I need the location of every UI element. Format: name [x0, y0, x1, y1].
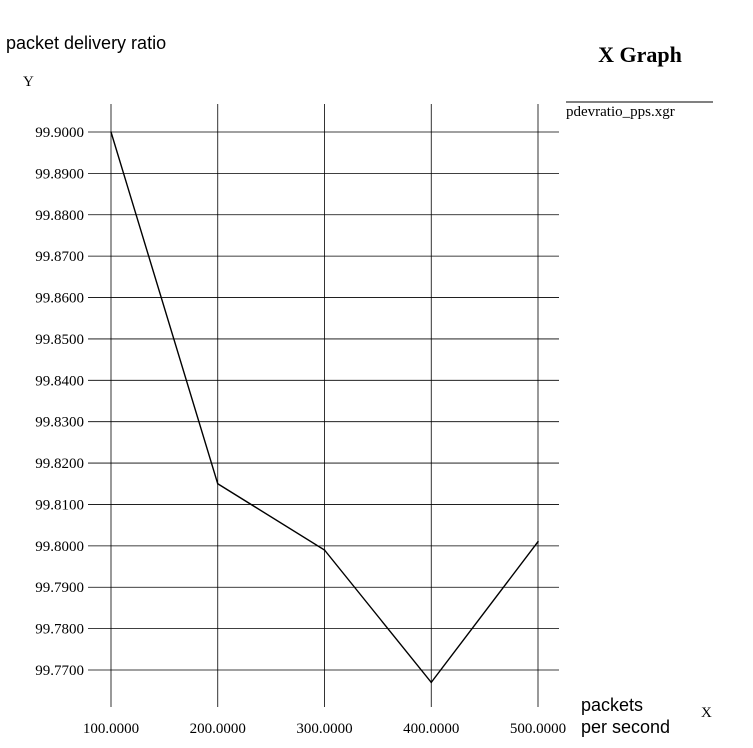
chart-title: X Graph	[598, 42, 682, 67]
x-tick-label: 400.0000	[403, 721, 459, 737]
y-tick-label: 99.7800	[35, 622, 84, 638]
y-tick-label: 99.8100	[35, 497, 84, 513]
y-tick-label: 99.8000	[35, 539, 84, 555]
y-axis-letter: Y	[23, 74, 34, 90]
y-tick-label: 99.8700	[35, 249, 84, 265]
y-tick-label: 99.7700	[35, 663, 84, 679]
x-tick-label: 500.0000	[510, 721, 566, 737]
data-point	[430, 681, 433, 684]
y-tick-label: 99.7900	[35, 580, 84, 596]
y-tick-label: 99.9000	[35, 125, 84, 141]
x-axis-label-line2: per second	[581, 717, 670, 737]
x-tick-label: 300.0000	[296, 721, 352, 737]
data-point	[537, 540, 539, 543]
y-tick-label: 99.8600	[35, 291, 84, 307]
y-tick-label: 99.8500	[35, 332, 84, 348]
x-tick-label: 100.0000	[83, 721, 139, 737]
legend-entry: pdevratio_pps.xgr	[566, 104, 675, 120]
data-point	[216, 482, 219, 485]
data-point	[323, 549, 326, 551]
x-axis-label-line1: packets	[581, 695, 643, 715]
y-tick-label: 99.8800	[35, 208, 84, 224]
grid	[88, 104, 559, 707]
y-tick-label: 99.8400	[35, 373, 84, 389]
y-tick-labels: 99.9000 99.8900 99.8800 99.8700 99.8600 99.85…	[35, 125, 84, 679]
y-tick-label: 99.8300	[35, 415, 84, 431]
y-tick-label: 99.8200	[35, 456, 84, 472]
x-axis-letter: X	[701, 705, 712, 721]
y-tick-label: 99.8900	[35, 166, 84, 182]
series-layer	[110, 131, 539, 684]
x-tick-labels: 100.0000 200.0000 300.0000 400.0000 500.0000	[83, 721, 566, 737]
y-axis-label: packet delivery ratio	[6, 33, 166, 53]
x-tick-label: 200.0000	[190, 721, 246, 737]
data-point	[110, 131, 112, 133]
